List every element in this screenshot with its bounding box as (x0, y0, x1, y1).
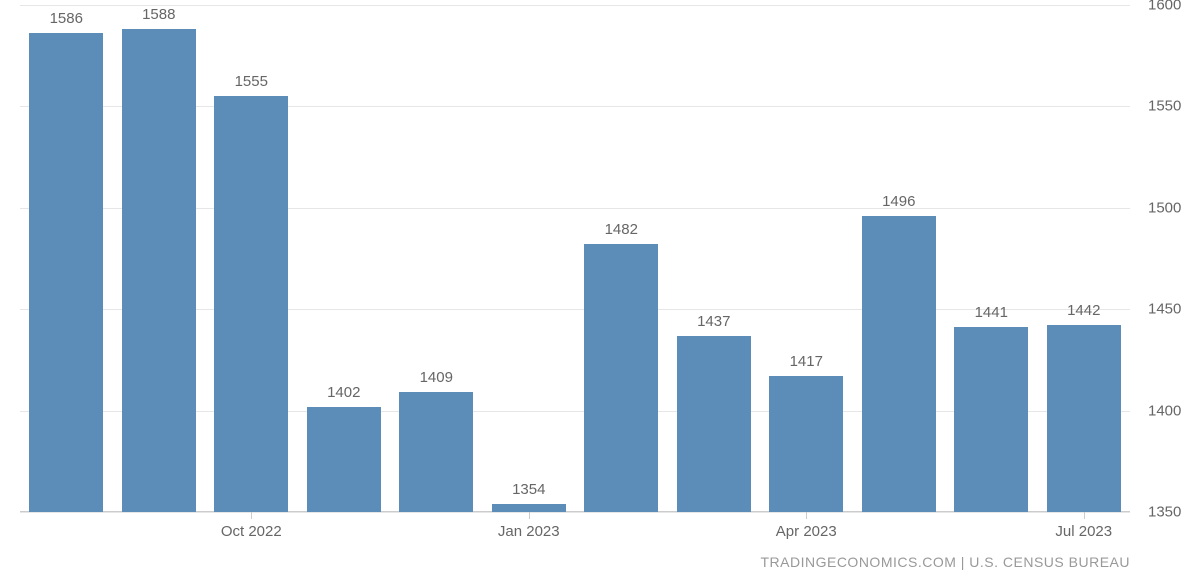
y-tick-label: 1400 (1148, 403, 1181, 418)
bar-value-label: 1442 (1067, 303, 1100, 318)
bar (307, 407, 381, 512)
x-tick-mark (1084, 512, 1085, 519)
bar (214, 96, 288, 512)
x-tick-label: Oct 2022 (221, 524, 282, 539)
bar (677, 336, 751, 512)
bar (1047, 325, 1121, 512)
bar-value-label: 1441 (975, 305, 1008, 320)
x-tick-mark (251, 512, 252, 519)
bar (492, 504, 566, 512)
bar (769, 376, 843, 512)
source-attribution: TRADINGECONOMICS.COM | U.S. CENSUS BUREA… (760, 554, 1130, 570)
x-tick-label: Apr 2023 (776, 524, 837, 539)
bar-value-label: 1409 (420, 370, 453, 385)
bar-value-label: 1354 (512, 482, 545, 497)
bar-value-label: 1437 (697, 314, 730, 329)
bar (954, 327, 1028, 512)
y-tick-label: 1500 (1148, 200, 1181, 215)
x-tick-mark (529, 512, 530, 519)
bar-value-label: 1496 (882, 194, 915, 209)
bar (29, 33, 103, 512)
x-tick-label: Jan 2023 (498, 524, 560, 539)
x-tick-mark (806, 512, 807, 519)
y-tick-label: 1350 (1148, 505, 1181, 520)
gridline (20, 5, 1130, 6)
plot-area: 1350140014501500155016001586158815551402… (20, 5, 1130, 512)
bar-value-label: 1417 (790, 354, 823, 369)
y-tick-label: 1600 (1148, 0, 1181, 13)
bar (399, 392, 473, 512)
bar-value-label: 1402 (327, 385, 360, 400)
x-tick-label: Jul 2023 (1055, 524, 1112, 539)
y-tick-label: 1450 (1148, 302, 1181, 317)
gridline (20, 512, 1130, 513)
bar (122, 29, 196, 512)
chart-container: 1350 1400 1450 1500 1550 1600 1586 1588 1555 1402… (0, 0, 1200, 580)
bar-value-label: 1482 (605, 222, 638, 237)
bar (862, 216, 936, 512)
bar-value-label: 1588 (142, 7, 175, 22)
y-tick-label: 1550 (1148, 99, 1181, 114)
bar (584, 244, 658, 512)
bar-value-label: 1586 (50, 11, 83, 26)
bar-value-label: 1555 (235, 74, 268, 89)
